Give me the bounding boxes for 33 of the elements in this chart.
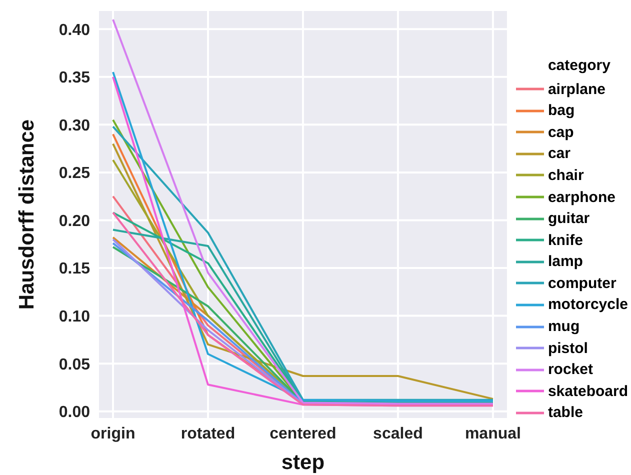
- x-axis-title: step: [281, 451, 325, 474]
- y-tick-label: 0.10: [58, 308, 90, 326]
- legend-label: guitar: [548, 210, 590, 228]
- x-tick-label: origin: [90, 425, 136, 442]
- legend-label: table: [548, 404, 583, 422]
- legend-label: knife: [548, 232, 583, 249]
- legend-label: airplane: [548, 80, 606, 98]
- y-tick-label: 0.15: [58, 260, 90, 278]
- legend-label: motorcycle: [548, 296, 628, 314]
- legend-label: computer: [548, 274, 616, 292]
- legend-label: mug: [548, 318, 580, 336]
- legend-label: lamp: [548, 253, 583, 270]
- legend-label: rocket: [548, 361, 593, 378]
- legend-label: skateboard: [548, 382, 628, 400]
- x-tick-label: rotated: [180, 425, 236, 442]
- x-tick-label: manual: [464, 425, 521, 442]
- x-tick-label: centered: [270, 425, 336, 442]
- y-tick-label: 0.20: [58, 212, 90, 230]
- legend-label: bag: [548, 102, 575, 120]
- y-tick-label: 0.35: [58, 70, 90, 87]
- y-tick-label: 0.40: [58, 22, 90, 39]
- legend-label: car: [548, 145, 570, 162]
- legend-label: pistol: [548, 340, 588, 357]
- x-tick-label: scaled: [373, 425, 423, 442]
- legend-title: category: [548, 57, 612, 74]
- legend-label: cap: [548, 124, 574, 141]
- legend-label: earphone: [548, 188, 616, 206]
- legend-label: chair: [548, 166, 584, 184]
- y-tick-label: 0.05: [58, 356, 90, 374]
- y-tick-label: 0.25: [58, 165, 90, 182]
- y-tick-label: 0.00: [58, 404, 90, 422]
- y-axis-title: Hausdorff distance: [15, 119, 38, 310]
- y-tick-label: 0.30: [58, 117, 90, 134]
